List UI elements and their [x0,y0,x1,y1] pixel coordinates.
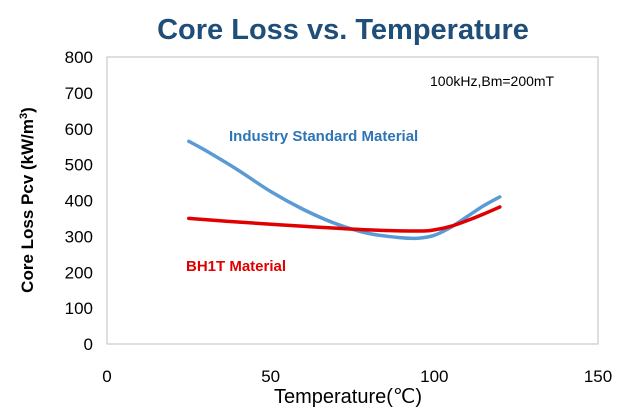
x-tick-label: 150 [584,367,612,386]
series-line-bh1t [187,205,502,233]
x-tick-label: 0 [102,367,111,386]
series-lines [187,139,502,241]
x-axis-ticks: 0 50 100 150 [102,367,612,386]
x-tick-label: 50 [261,367,280,386]
y-tick-label: 300 [65,227,93,246]
y-tick-label: 400 [65,192,93,211]
y-tick-label: 600 [65,120,93,139]
y-tick-label: 800 [65,48,93,67]
series-label-bh1t: BH1T Material [186,258,286,275]
y-tick-label: 200 [65,263,93,282]
y-axis-ticks: 0 100 200 300 400 500 600 700 800 [65,48,93,354]
y-axis-label-main: Core Loss Pcv (kW/m [18,119,37,293]
y-tick-label: 700 [65,84,93,103]
chart-title: Core Loss vs. Temperature [157,14,529,46]
x-tick-label: 100 [420,367,448,386]
y-axis-label-end: ) [18,107,37,113]
y-axis-label: Core Loss Pcv (kW/m3) [18,107,37,293]
y-tick-label: 500 [65,156,93,175]
plot-area [106,56,599,345]
test-condition-annotation: 100kHz,Bm=200mT [430,73,555,89]
y-tick-label: 0 [84,335,93,354]
series-line-industry-standard [187,139,502,241]
x-axis-label: Temperature(℃) [274,386,422,408]
y-axis-label-superscript: 3 [18,113,30,119]
y-tick-label: 100 [65,299,93,318]
series-label-industry-standard: Industry Standard Material [229,128,418,145]
